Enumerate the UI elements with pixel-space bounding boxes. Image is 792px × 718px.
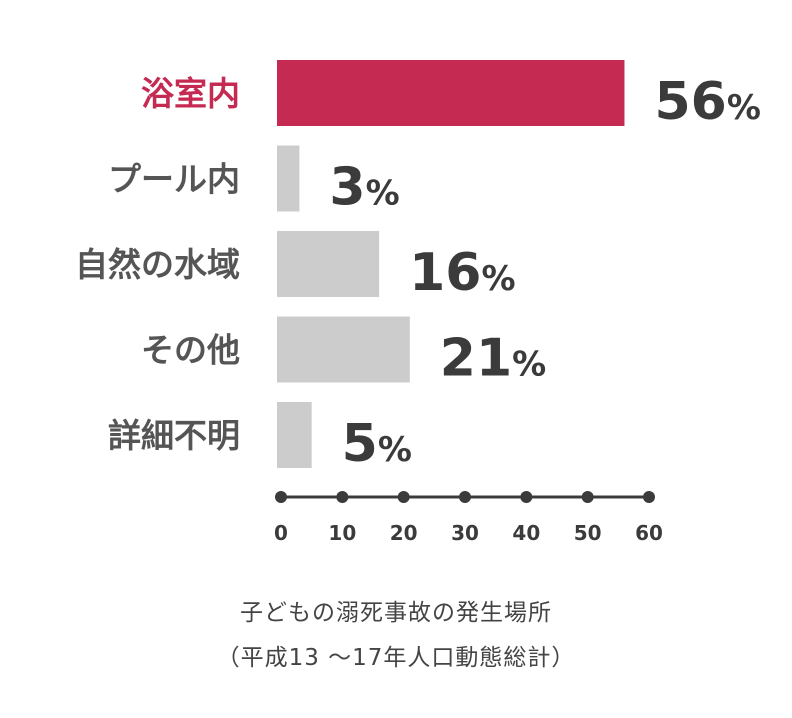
x-tick-label: 50 xyxy=(574,521,602,545)
value-labels: 56% 3%16% 21% 5% xyxy=(329,72,761,474)
x-tick-marker xyxy=(459,491,471,503)
chart-caption-title: 子どもの溺死事故の発生場所 xyxy=(240,600,552,626)
x-axis: 0 10 20 30 40 50 60 xyxy=(274,491,663,545)
x-tick-marker xyxy=(275,491,287,503)
bar xyxy=(277,60,625,126)
x-tick-label: 0 xyxy=(274,521,288,545)
x-tick-label: 60 xyxy=(635,521,663,545)
data-label: 56% xyxy=(654,72,760,132)
x-tick-marker xyxy=(581,491,594,503)
bar xyxy=(277,316,410,383)
bar xyxy=(277,402,312,468)
x-tick-marker xyxy=(643,491,655,503)
category-label: 詳細不明 xyxy=(108,416,240,455)
x-tick-marker xyxy=(336,491,349,503)
category-label: 浴室内 xyxy=(141,74,240,113)
bars xyxy=(277,60,625,468)
category-label: その他 xyxy=(141,331,240,370)
data-label: 5% xyxy=(342,414,412,474)
data-label: 3% xyxy=(329,158,399,218)
bar xyxy=(277,145,300,212)
category-label: プール内 xyxy=(108,160,240,199)
data-label: 16% xyxy=(409,243,515,303)
x-tick-marker xyxy=(397,491,410,503)
x-tick-marker xyxy=(520,491,533,503)
x-tick-label: 10 xyxy=(328,521,356,545)
chart-caption-source: （平成13 〜17年人口動態総計） xyxy=(216,645,576,671)
x-tick-label: 30 xyxy=(451,521,479,545)
data-label: 21% xyxy=(440,329,546,389)
x-tick-label: 40 xyxy=(512,521,540,545)
category-label: 自然の水域 xyxy=(75,245,240,284)
x-tick-label: 20 xyxy=(390,521,418,545)
bar xyxy=(277,231,380,297)
